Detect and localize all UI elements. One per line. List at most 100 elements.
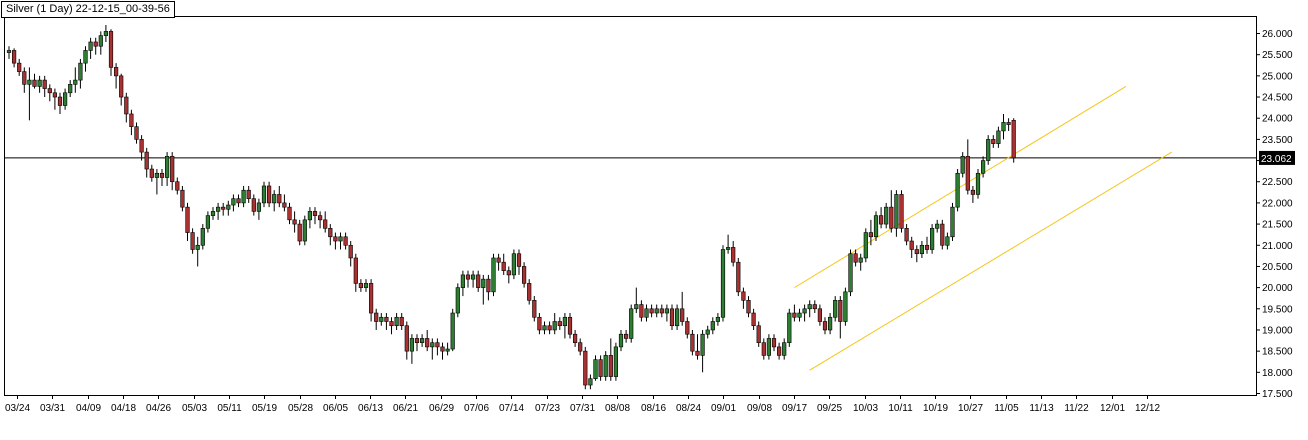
candle-body bbox=[221, 206, 226, 210]
x-tick-label: 12/12 bbox=[1135, 403, 1160, 414]
candle bbox=[231, 194, 236, 212]
candle bbox=[419, 334, 425, 347]
candle bbox=[970, 185, 975, 203]
candle-body bbox=[78, 62, 83, 81]
candle-body bbox=[62, 92, 68, 106]
candle bbox=[1011, 118, 1016, 163]
candle bbox=[572, 329, 578, 347]
candle bbox=[766, 334, 771, 360]
x-tick-label: 05/11 bbox=[217, 403, 242, 414]
candle-body bbox=[185, 206, 190, 233]
candle bbox=[863, 228, 868, 263]
candle bbox=[221, 202, 226, 216]
candle-body bbox=[307, 211, 313, 221]
candle-body bbox=[353, 257, 358, 284]
candle-body bbox=[414, 338, 420, 343]
x-tick-label: 11/22 bbox=[1064, 403, 1089, 414]
candle bbox=[32, 73, 37, 89]
candle bbox=[654, 304, 659, 318]
candle-body bbox=[567, 316, 573, 335]
x-tick-label: 08/16 bbox=[641, 403, 666, 414]
x-tick-label: 10/11 bbox=[888, 403, 913, 414]
candle-body bbox=[93, 41, 98, 47]
current-price-marker: 23.062 bbox=[1259, 150, 1295, 165]
candle-body bbox=[481, 278, 486, 288]
candle-body bbox=[873, 215, 879, 238]
candle bbox=[430, 338, 435, 360]
y-tick-label: 24.500 bbox=[1262, 93, 1293, 104]
x-axis: 03/24 03/31 04/09 04/18 04/26 05/03 05/11 05/19… bbox=[5, 395, 1160, 414]
candle bbox=[598, 355, 603, 381]
candle-body bbox=[613, 346, 618, 377]
candle-body bbox=[838, 300, 843, 322]
candle bbox=[965, 139, 970, 195]
candle bbox=[838, 296, 843, 339]
candle bbox=[782, 338, 787, 360]
candle bbox=[159, 169, 165, 186]
candle bbox=[629, 304, 634, 343]
candle-body bbox=[583, 350, 588, 386]
x-tick-label: 04/09 bbox=[76, 403, 101, 414]
candle bbox=[776, 342, 782, 360]
candle bbox=[129, 109, 134, 136]
candle bbox=[664, 304, 669, 322]
candle bbox=[649, 304, 654, 318]
x-tick-label: 07/31 bbox=[570, 403, 595, 414]
candle-body bbox=[736, 261, 741, 293]
x-tick-label: 10/27 bbox=[958, 403, 983, 414]
y-tick-label: 22.500 bbox=[1262, 177, 1293, 188]
candle-body bbox=[47, 88, 52, 94]
candle-body bbox=[384, 316, 389, 322]
candle-body bbox=[27, 79, 32, 85]
candle bbox=[445, 342, 450, 356]
candle bbox=[241, 185, 246, 208]
candle-body bbox=[629, 308, 634, 339]
candle bbox=[481, 274, 486, 305]
chart-title: Silver (1 Day) 22-12-15_00-39-56 bbox=[1, 1, 175, 18]
candle bbox=[200, 224, 205, 250]
x-tick-label: 08/24 bbox=[676, 403, 701, 414]
candle-body bbox=[731, 247, 736, 263]
candle-body bbox=[868, 232, 873, 238]
candle bbox=[608, 338, 613, 381]
candle bbox=[960, 152, 965, 178]
y-tick-label: 21.000 bbox=[1262, 241, 1293, 252]
candle-body bbox=[389, 321, 394, 327]
candle-body bbox=[216, 206, 221, 212]
y-tick-label: 20.000 bbox=[1262, 283, 1293, 294]
candle bbox=[358, 279, 364, 292]
y-tick-label: 18.000 bbox=[1262, 368, 1293, 379]
candle-body bbox=[700, 333, 705, 356]
candle-body bbox=[929, 228, 935, 250]
candle bbox=[460, 270, 466, 297]
candle-body bbox=[771, 338, 777, 348]
candle-body bbox=[527, 283, 532, 301]
candle-body bbox=[945, 236, 950, 246]
candle bbox=[348, 241, 353, 267]
candle bbox=[27, 67, 32, 121]
candle bbox=[261, 181, 267, 208]
candle bbox=[975, 169, 981, 199]
candle-body bbox=[787, 312, 792, 343]
candle bbox=[52, 88, 57, 110]
candle-body bbox=[343, 236, 348, 246]
candle bbox=[287, 202, 292, 225]
candle-body bbox=[159, 172, 165, 178]
candle bbox=[496, 253, 501, 271]
candle bbox=[226, 200, 231, 216]
candle bbox=[634, 287, 639, 314]
candle-body bbox=[139, 139, 144, 153]
candle-body bbox=[73, 79, 78, 85]
candle bbox=[827, 313, 833, 335]
candle-body bbox=[674, 308, 680, 327]
candle bbox=[623, 329, 629, 343]
candle bbox=[924, 236, 930, 254]
candle bbox=[450, 308, 455, 352]
candle-body bbox=[669, 308, 675, 327]
channel-lower-line bbox=[809, 151, 1173, 371]
candle bbox=[537, 313, 542, 335]
candle-body bbox=[231, 198, 236, 206]
candle-body bbox=[644, 308, 649, 318]
candle-body bbox=[149, 168, 154, 178]
candle-body bbox=[975, 172, 981, 195]
